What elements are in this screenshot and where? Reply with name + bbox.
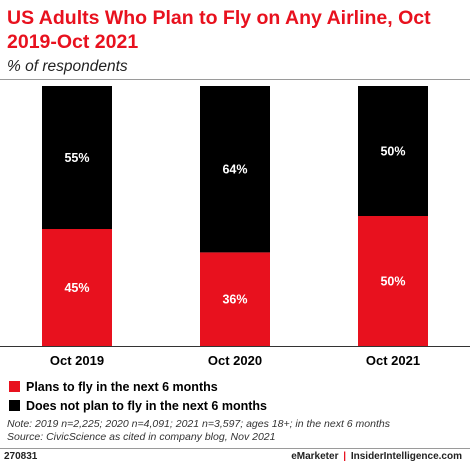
legend: Plans to fly in the next 6 months Does n… bbox=[9, 377, 267, 415]
bar-segment-plans-2 bbox=[200, 252, 270, 346]
legend-swatch-plans bbox=[9, 381, 20, 392]
bar-segment-does-not-plan-1 bbox=[42, 86, 112, 229]
x-tick-label: Oct 2021 bbox=[366, 353, 420, 368]
data-label: 45% bbox=[64, 281, 89, 295]
legend-swatch-does-not-plan bbox=[9, 400, 20, 411]
bar-segment-does-not-plan-2 bbox=[200, 86, 270, 253]
x-tick-label: Oct 2019 bbox=[50, 353, 104, 368]
top-divider bbox=[0, 79, 470, 80]
chart-subtitle: % of respondents bbox=[7, 58, 128, 75]
data-label: 36% bbox=[222, 293, 247, 307]
bar-segment-plans-1 bbox=[42, 229, 112, 346]
data-label: 50% bbox=[380, 145, 405, 159]
bar-segment-does-not-plan-3 bbox=[358, 86, 428, 216]
x-tick-label: Oct 2020 bbox=[208, 353, 262, 368]
data-label: 55% bbox=[64, 151, 89, 165]
data-label: 64% bbox=[222, 163, 247, 177]
legend-label-does-not-plan: Does not plan to fly in the next 6 month… bbox=[26, 398, 267, 413]
bar-segment-plans-3 bbox=[358, 216, 428, 346]
chart-title: US Adults Who Plan to Fly on Any Airline… bbox=[7, 7, 431, 53]
legend-item-plans: Plans to fly in the next 6 months bbox=[9, 377, 267, 396]
source-line: Source: CivicScience as cited in company… bbox=[7, 431, 276, 443]
footer-brand: eMarketer | InsiderIntelligence.com bbox=[291, 451, 462, 462]
brand-separator: | bbox=[343, 451, 347, 462]
brand-emarketer: eMarketer bbox=[291, 451, 339, 462]
chart-id: 270831 bbox=[4, 451, 38, 462]
footnotes: Note: 2019 n=2,225; 2020 n=4,091; 2021 n… bbox=[7, 418, 467, 444]
legend-item-does-not-plan: Does not plan to fly in the next 6 month… bbox=[9, 396, 267, 415]
data-label: 50% bbox=[380, 275, 405, 289]
brand-insider-intelligence: InsiderIntelligence.com bbox=[350, 451, 462, 462]
stacked-bar-chart: 45% 55% Oct 2019 36% 64% Oct 2020 50% 50% Oct 20… bbox=[0, 86, 470, 368]
legend-label-plans: Plans to fly in the next 6 months bbox=[26, 379, 218, 394]
bottom-divider bbox=[0, 448, 470, 449]
note-line: Note: 2019 n=2,225; 2020 n=4,091; 2021 n… bbox=[7, 418, 390, 430]
